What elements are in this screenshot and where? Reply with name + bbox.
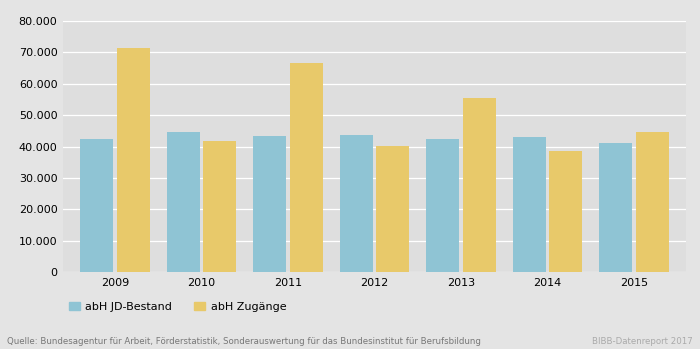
Bar	[599, 143, 632, 272]
Bar	[426, 139, 459, 272]
Text: Quelle: Bundesagentur für Arbeit, Förderstatistik, Sonderauswertung für das Bund: Quelle: Bundesagentur für Arbeit, Förder…	[7, 336, 481, 346]
Bar	[80, 139, 113, 272]
Bar	[376, 146, 409, 272]
Bar	[167, 132, 200, 272]
Bar	[636, 132, 668, 272]
Bar	[550, 151, 582, 272]
Bar	[117, 48, 150, 272]
Bar	[513, 137, 546, 272]
Bar	[203, 141, 236, 272]
Bar	[253, 136, 286, 272]
Bar	[340, 135, 373, 272]
Bar	[290, 63, 323, 272]
Text: BIBB-Datenreport 2017: BIBB-Datenreport 2017	[592, 336, 693, 346]
Bar	[463, 98, 496, 272]
Legend: abH JD-Bestand, abH Zugänge: abH JD-Bestand, abH Zugänge	[69, 302, 286, 312]
